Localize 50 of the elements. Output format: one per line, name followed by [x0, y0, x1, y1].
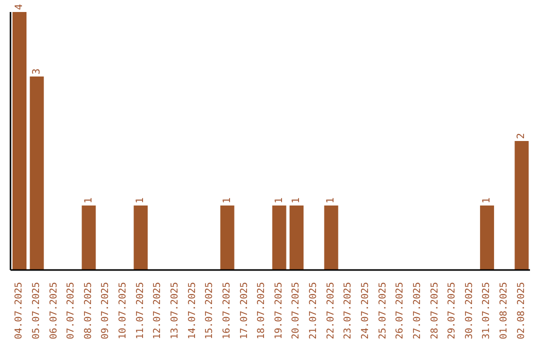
- bar: [480, 206, 494, 270]
- x-tick-label: 02.08.2025: [516, 282, 527, 340]
- bar: [30, 76, 44, 270]
- x-tick-label: 09.07.2025: [100, 282, 112, 340]
- bar: [134, 206, 148, 270]
- data-label: 1: [482, 197, 493, 204]
- x-tick-label: 04.07.2025: [14, 282, 25, 340]
- x-tick-label: 07.07.2025: [66, 282, 77, 340]
- x-tick-label: 14.07.2025: [186, 282, 198, 340]
- x-tick-label: 20.07.2025: [290, 282, 302, 340]
- x-tick-label: 01.08.2025: [498, 282, 510, 340]
- x-tick-label: 17.07.2025: [238, 282, 250, 340]
- x-tick-label: 23.07.2025: [342, 282, 354, 340]
- x-tick-label: 11.07.2025: [134, 282, 146, 340]
- x-tick-label: 27.07.2025: [412, 282, 423, 340]
- x-tick-label: 13.07.2025: [170, 282, 181, 340]
- data-label: 1: [274, 197, 285, 204]
- x-tick-label: 18.07.2025: [256, 282, 268, 340]
- x-tick-label: 19.07.2025: [273, 282, 284, 340]
- x-tick-label: 16.07.2025: [221, 282, 232, 340]
- data-label: 1: [291, 197, 302, 204]
- x-tick-label: 28.07.2025: [429, 282, 440, 340]
- data-label: 1: [222, 197, 233, 204]
- x-tick-label: 24.07.2025: [360, 282, 371, 340]
- x-tick-label: 30.07.2025: [464, 282, 475, 340]
- x-tick-label: 26.07.2025: [394, 282, 406, 340]
- x-tick-label: 31.07.2025: [481, 282, 492, 340]
- x-tick-label: 25.07.2025: [377, 282, 388, 340]
- bar: [272, 206, 286, 270]
- data-label: 4: [14, 4, 25, 10]
- data-label: 1: [326, 197, 337, 204]
- bar: [324, 206, 338, 270]
- bar: [82, 206, 96, 270]
- data-label: 1: [83, 197, 94, 204]
- bar: [290, 206, 304, 270]
- x-tick-label: 05.07.2025: [30, 282, 42, 340]
- bar: [514, 141, 529, 270]
- x-tick-label: 08.07.2025: [82, 282, 94, 340]
- x-tick-label: 12.07.2025: [152, 282, 164, 340]
- x-tick-label: 22.07.2025: [325, 282, 336, 340]
- bar: [220, 206, 234, 270]
- x-tick-label: 21.07.2025: [308, 282, 320, 340]
- x-tick-label: 29.07.2025: [446, 282, 458, 340]
- data-label: 2: [516, 132, 528, 139]
- x-tick-label: 06.07.2025: [48, 282, 60, 340]
- data-label: 3: [31, 68, 42, 74]
- x-tick-label: 10.07.2025: [118, 282, 129, 340]
- x-tick-label: 15.07.2025: [204, 282, 216, 340]
- data-label: 1: [135, 197, 146, 204]
- bar: [12, 12, 26, 270]
